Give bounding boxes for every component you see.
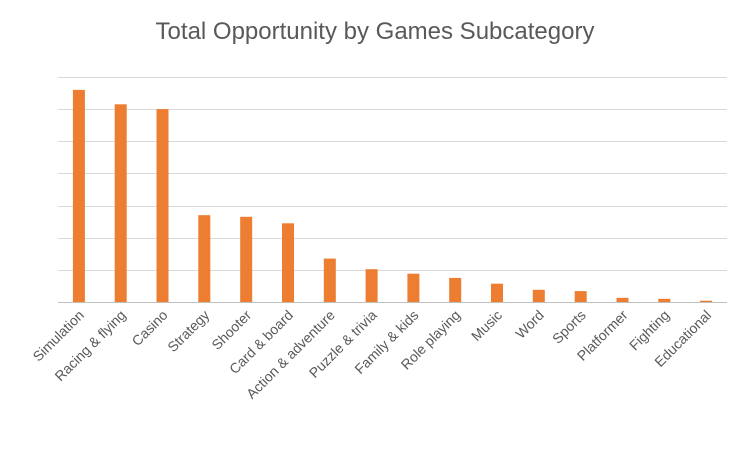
bar-role-playing [449,277,462,302]
chart-title: Total Opportunity by Games Subcategory [155,18,595,45]
bar-simulation [72,89,85,303]
x-tick-label: Strategy [164,307,212,355]
bar-racing-flying [114,104,127,302]
bar-platformer [616,297,629,302]
bar-family-kids [407,273,420,302]
bar-casino [156,109,169,302]
bar-card-board [282,223,294,303]
bar-shooter [240,216,253,302]
x-tick-label: Music [468,307,505,344]
bar-music [491,283,503,302]
bar-sports [574,291,587,302]
gridlines [58,77,727,303]
x-tick-label: Sports [549,307,589,347]
bar-fighting [658,298,671,302]
bar-puzzle-trivia [365,269,378,302]
bars [72,89,713,303]
bar-strategy [198,215,211,302]
bar-educational [700,300,713,302]
bar-action-adventure [323,258,336,302]
bar-word [532,289,545,302]
x-tick-label: Word [512,307,547,342]
